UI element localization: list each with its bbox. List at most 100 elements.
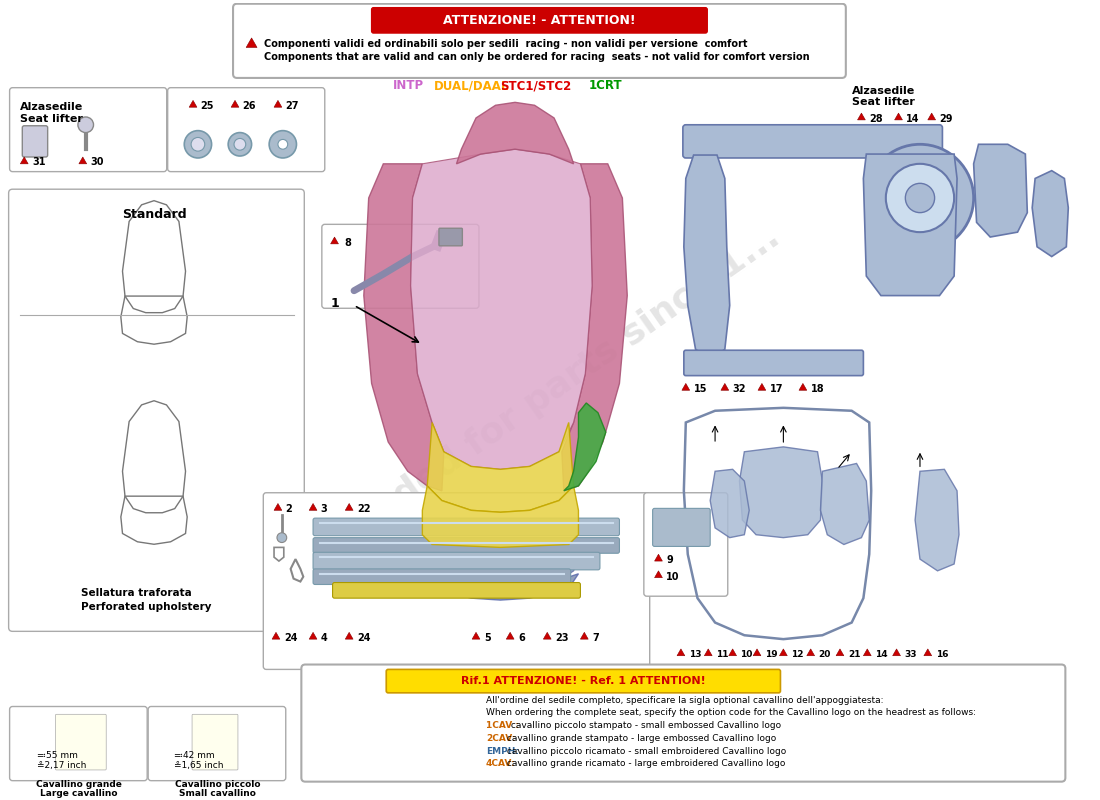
Polygon shape (654, 554, 662, 561)
Text: 13: 13 (689, 650, 701, 659)
Text: Componenti validi ed ordinabili solo per sedili  racing - non validi per version: Componenti validi ed ordinabili solo per… (264, 38, 748, 49)
Polygon shape (799, 383, 806, 390)
Polygon shape (704, 649, 712, 656)
Polygon shape (422, 486, 579, 547)
Polygon shape (974, 144, 1027, 237)
Polygon shape (1032, 170, 1068, 257)
Text: 7: 7 (592, 633, 598, 643)
Text: 33: 33 (904, 650, 917, 659)
Polygon shape (189, 100, 197, 107)
Text: 32: 32 (733, 384, 746, 394)
Text: Components that are valid and can only be ordered for racing  seats - not valid : Components that are valid and can only b… (264, 53, 810, 62)
Circle shape (867, 144, 974, 252)
Circle shape (78, 117, 94, 133)
Polygon shape (924, 649, 932, 656)
Text: ≕42 mm
≗1,65 inch: ≕42 mm ≗1,65 inch (174, 750, 223, 770)
Text: 26: 26 (242, 102, 255, 111)
Text: 15: 15 (694, 384, 707, 394)
Polygon shape (345, 632, 353, 639)
FancyBboxPatch shape (332, 582, 581, 598)
Text: When ordering the complete seat, specify the option code for the Cavallino logo : When ordering the complete seat, specify… (486, 709, 976, 718)
Polygon shape (246, 38, 257, 47)
Polygon shape (274, 503, 282, 510)
Text: 3: 3 (321, 504, 328, 514)
Polygon shape (562, 164, 627, 490)
FancyBboxPatch shape (386, 670, 780, 693)
Text: Seat lifter: Seat lifter (851, 98, 914, 107)
Text: 1: 1 (331, 297, 340, 310)
Polygon shape (864, 649, 871, 656)
Polygon shape (806, 649, 815, 656)
Text: Large cavallino: Large cavallino (40, 790, 118, 798)
Polygon shape (893, 649, 901, 656)
Text: 22: 22 (358, 504, 371, 514)
Text: 16: 16 (936, 650, 948, 659)
FancyBboxPatch shape (439, 228, 462, 246)
Polygon shape (720, 383, 728, 390)
Polygon shape (420, 545, 581, 586)
Text: cavallino piccolo ricamato - small embroidered Cavallino logo: cavallino piccolo ricamato - small embro… (504, 746, 786, 755)
Polygon shape (915, 470, 959, 571)
Polygon shape (581, 632, 589, 639)
Polygon shape (780, 649, 788, 656)
Text: Perforated upholstery: Perforated upholstery (80, 602, 211, 612)
FancyBboxPatch shape (683, 125, 943, 158)
Polygon shape (864, 154, 957, 295)
Text: 1CAV :: 1CAV : (486, 721, 519, 730)
Text: 2CAV:: 2CAV: (486, 734, 515, 743)
Circle shape (234, 138, 245, 150)
Text: 14: 14 (906, 114, 920, 124)
FancyBboxPatch shape (314, 518, 619, 536)
Text: DUAL/DAAL: DUAL/DAAL (434, 79, 509, 92)
Polygon shape (364, 164, 443, 490)
Text: 2: 2 (286, 504, 293, 514)
Text: 10: 10 (667, 572, 680, 582)
Polygon shape (758, 383, 766, 390)
Text: 11: 11 (716, 650, 728, 659)
FancyBboxPatch shape (322, 224, 478, 308)
Text: 9: 9 (667, 555, 673, 565)
Text: 28: 28 (869, 114, 883, 124)
FancyBboxPatch shape (167, 88, 324, 172)
Text: 18: 18 (811, 384, 824, 394)
FancyBboxPatch shape (192, 714, 238, 770)
Text: 23: 23 (556, 633, 569, 643)
Circle shape (191, 138, 205, 151)
Polygon shape (331, 237, 339, 244)
Polygon shape (654, 571, 662, 578)
Text: 21: 21 (848, 650, 860, 659)
Polygon shape (821, 463, 869, 545)
Polygon shape (472, 632, 480, 639)
Text: Standard: Standard (122, 208, 186, 221)
FancyBboxPatch shape (9, 189, 305, 631)
FancyBboxPatch shape (314, 552, 600, 570)
Polygon shape (684, 155, 729, 359)
Polygon shape (345, 503, 353, 510)
FancyBboxPatch shape (10, 88, 167, 172)
Text: ≕55 mm
≗2,17 inch: ≕55 mm ≗2,17 inch (37, 750, 86, 770)
Text: 30: 30 (90, 157, 104, 167)
Circle shape (228, 133, 252, 156)
Text: 27: 27 (285, 102, 298, 111)
Text: 24: 24 (358, 633, 371, 643)
FancyBboxPatch shape (55, 714, 107, 770)
Text: 6: 6 (518, 633, 525, 643)
Text: EMPH:: EMPH: (486, 746, 519, 755)
Text: 4CAV:: 4CAV: (486, 759, 516, 768)
Text: cavallino piccolo stampato - small embossed Cavallino logo: cavallino piccolo stampato - small embos… (508, 721, 781, 730)
Circle shape (905, 183, 935, 213)
Text: Cavallino grande: Cavallino grande (36, 780, 122, 789)
Text: Sellatura traforata: Sellatura traforata (80, 588, 191, 598)
Text: 24: 24 (284, 633, 297, 643)
Polygon shape (456, 102, 573, 164)
Text: All'ordine del sedile completo, specificare la sigla optional cavallino dell'app: All'ordine del sedile completo, specific… (486, 696, 883, 705)
FancyBboxPatch shape (10, 706, 147, 781)
Polygon shape (274, 100, 282, 107)
Polygon shape (754, 649, 761, 656)
Text: Cavallino piccolo: Cavallino piccolo (175, 780, 261, 789)
FancyBboxPatch shape (684, 350, 864, 376)
Text: 5: 5 (484, 633, 491, 643)
FancyBboxPatch shape (372, 8, 707, 33)
FancyBboxPatch shape (148, 706, 286, 781)
Polygon shape (506, 632, 514, 639)
